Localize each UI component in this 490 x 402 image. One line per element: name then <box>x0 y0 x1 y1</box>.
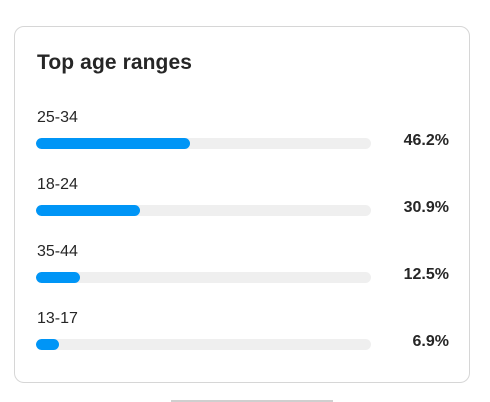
age-range-label: 35-44 <box>37 243 78 260</box>
home-indicator <box>171 400 333 402</box>
progress-fill <box>36 272 80 283</box>
age-range-label: 18-24 <box>37 176 78 193</box>
age-range-percent: 30.9% <box>403 199 449 216</box>
progress-fill <box>36 138 191 149</box>
card-title: Top age ranges <box>37 51 193 74</box>
age-range-row: 35-44 12.5% <box>15 243 469 295</box>
age-range-percent: 46.2% <box>403 132 449 149</box>
progress-track <box>36 205 371 216</box>
age-range-row: 25-34 46.2% <box>15 109 469 161</box>
progress-track <box>36 339 371 350</box>
progress-track <box>36 138 371 149</box>
progress-fill <box>36 339 60 350</box>
age-range-percent: 6.9% <box>412 333 449 350</box>
age-range-row: 18-24 30.9% <box>15 176 469 228</box>
age-range-row: 13-17 6.9% <box>15 310 469 362</box>
age-range-label: 13-17 <box>37 310 78 327</box>
age-range-percent: 12.5% <box>403 266 449 283</box>
progress-track <box>36 272 371 283</box>
progress-fill <box>36 205 140 216</box>
age-range-label: 25-34 <box>37 109 78 126</box>
top-age-ranges-card: Top age ranges 25-34 46.2% 18-24 30.9% 3… <box>14 26 470 383</box>
